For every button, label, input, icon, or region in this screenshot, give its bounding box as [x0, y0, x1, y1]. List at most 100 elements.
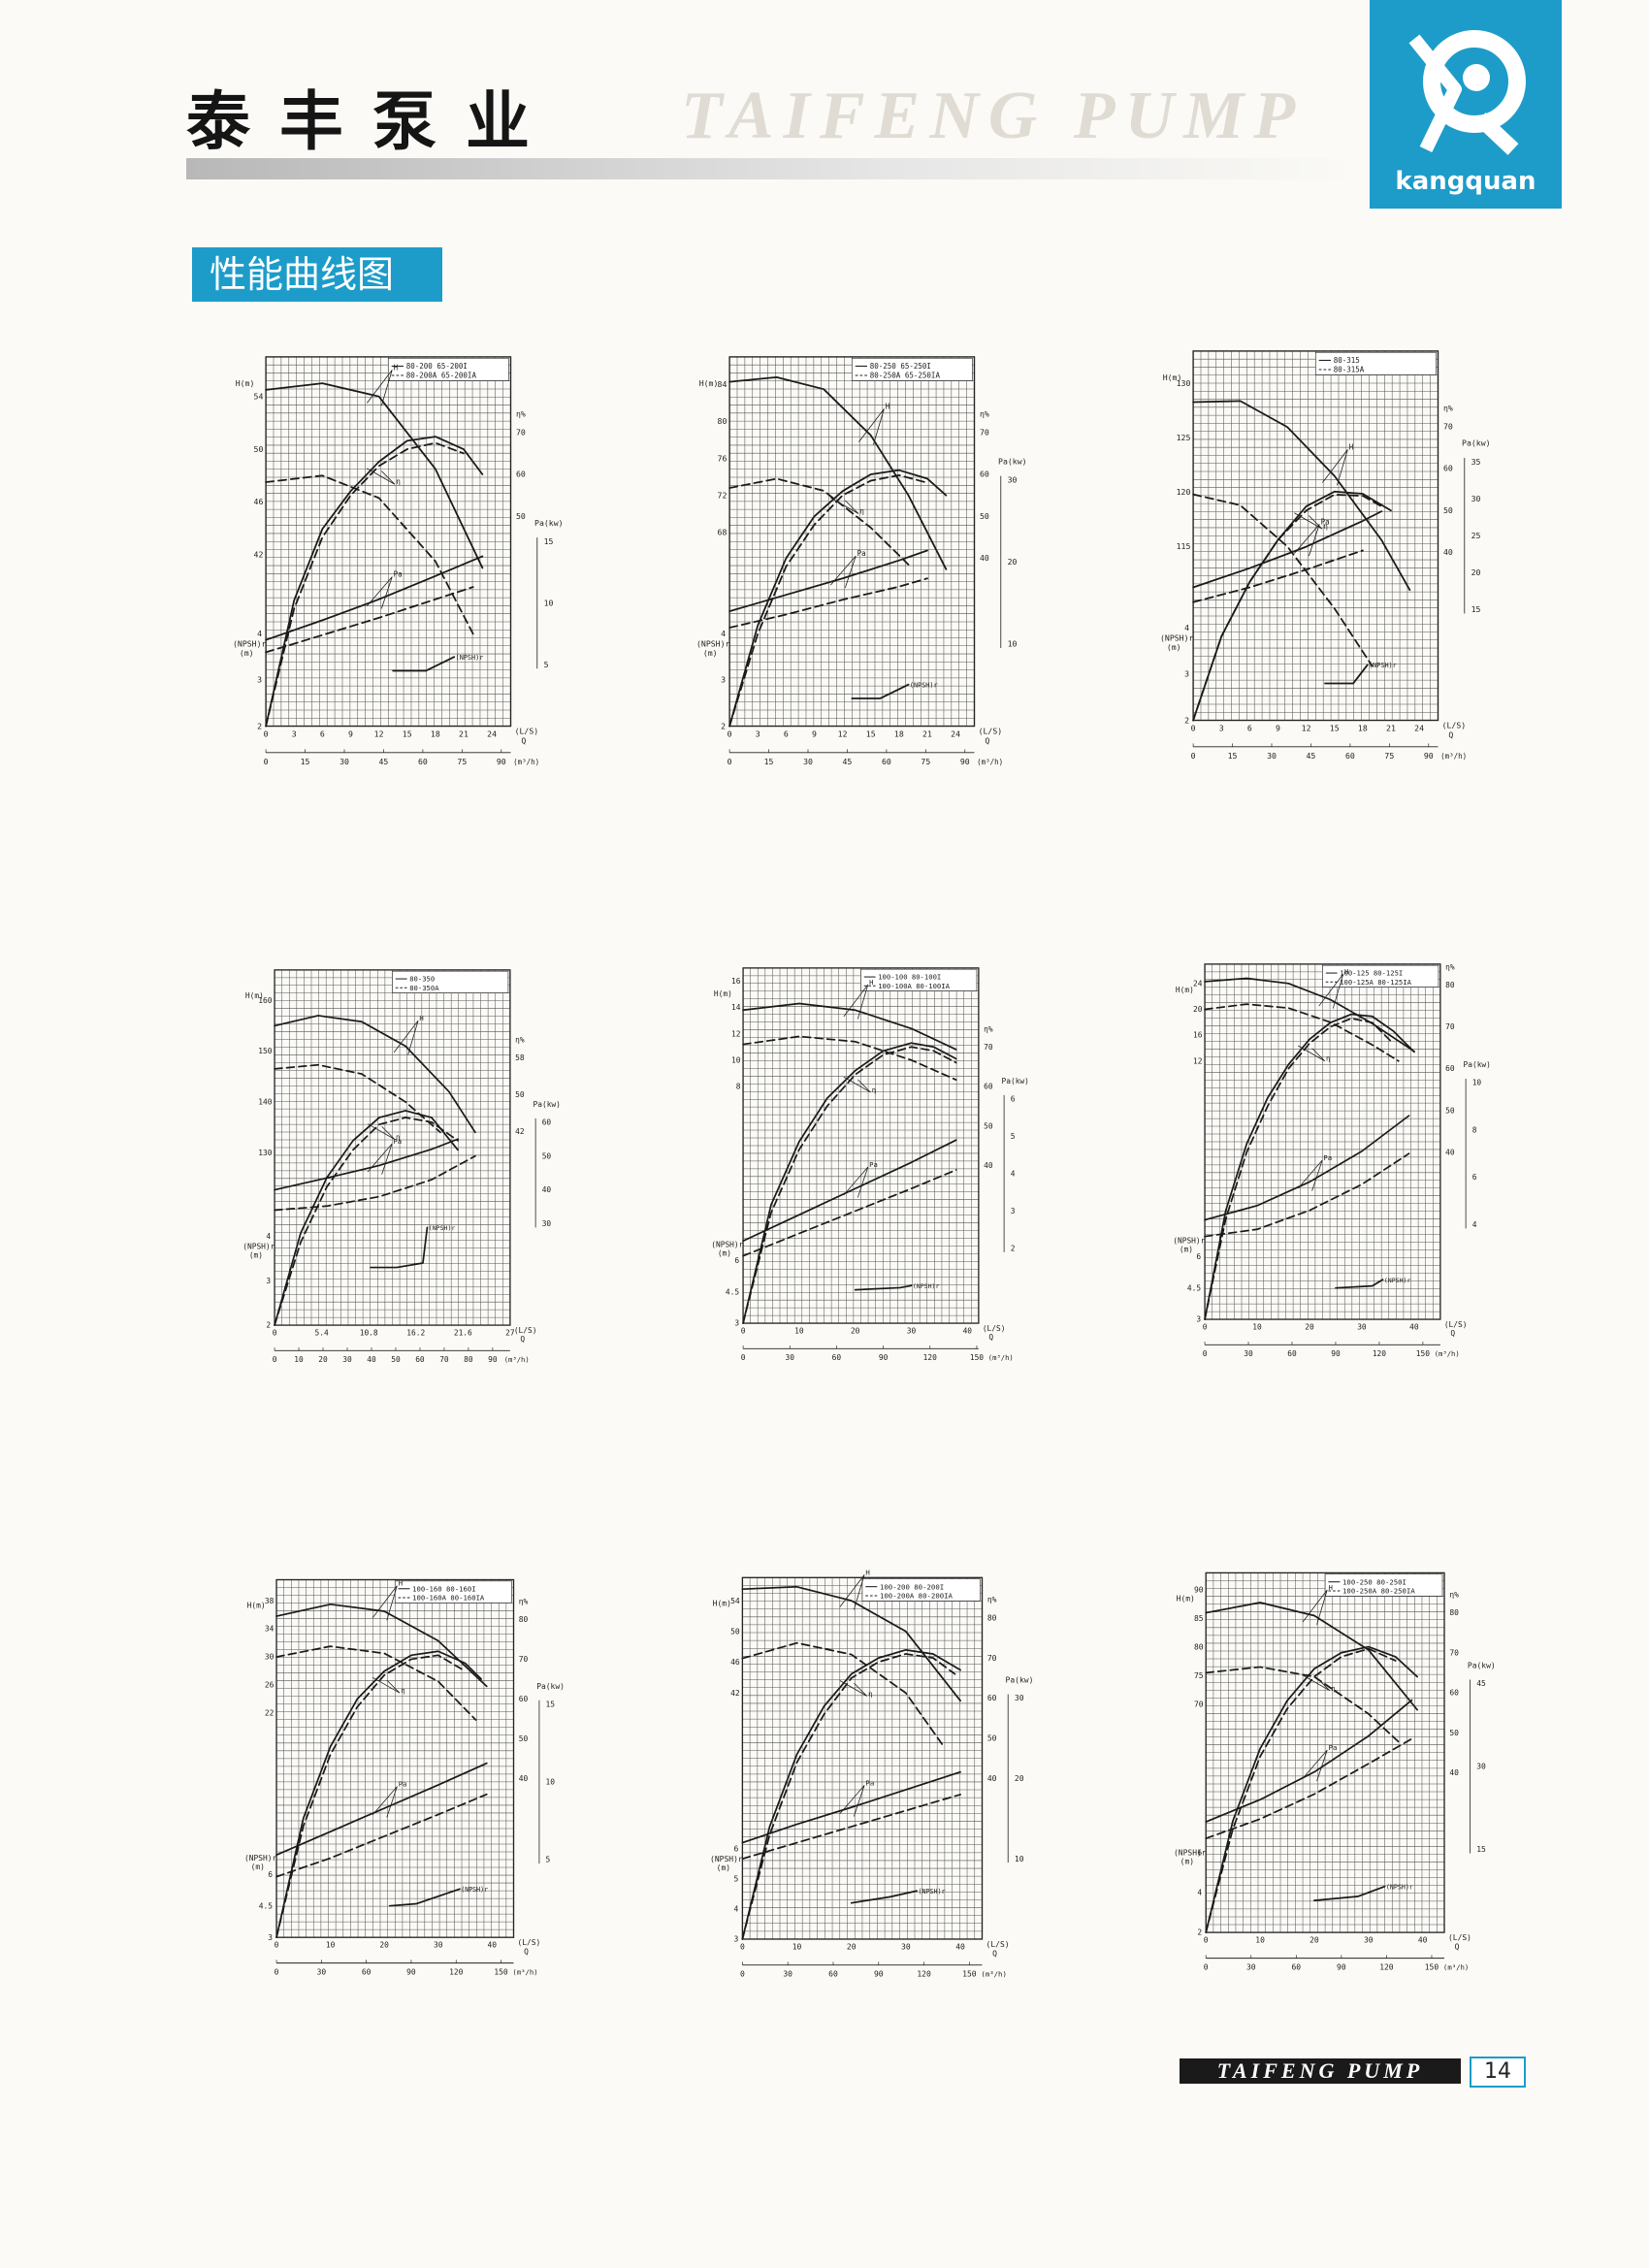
head-curve-tag: H: [1349, 442, 1354, 451]
flow-ls-tick-label: 21: [459, 729, 469, 738]
legend-label: 80-250 65-250I: [870, 362, 931, 371]
flow-axis-name: Q: [988, 1333, 993, 1342]
efficiency-curve-series-1: [274, 1110, 459, 1326]
npsh-tick-label: 6: [268, 1870, 273, 1879]
efficiency-curve-series-2: [1205, 1647, 1397, 1933]
power-axis-label: Pa(kw): [1002, 1077, 1029, 1085]
efficiency-curve-tag: η: [396, 477, 401, 486]
flow-m3h-tick-label: 0: [728, 757, 732, 766]
efficiency-curve-tag-leader: [1297, 1045, 1326, 1062]
flow-m3h-unit: (m³/h): [504, 1355, 530, 1364]
head-curve-tag: H: [399, 1579, 403, 1588]
head-curve-tag-leader: [1302, 1589, 1328, 1625]
npsh-tick-label: 3: [734, 1935, 739, 1944]
npsh-axis-label: (NPSH)r: [711, 1240, 743, 1248]
power-curve-series-2: [1192, 549, 1364, 603]
flow-ls-tick-label: 10: [326, 1941, 336, 1950]
legend-label: 100-250 80-250I: [1342, 1577, 1406, 1586]
flow-m3h-tick-label: 45: [843, 757, 853, 766]
flow-m3h-tick-label: 45: [1307, 751, 1316, 761]
npsh-tick-label: 3: [1184, 669, 1189, 679]
head-curve-series-2: [1204, 1003, 1400, 1062]
efficiency-tick-label: 70: [984, 1043, 993, 1052]
chart-grid: [728, 356, 975, 727]
head-tick-label: 34: [265, 1625, 275, 1634]
efficiency-tick-label: 80: [1449, 1608, 1459, 1617]
flow-m3h-tick-label: 90: [1337, 1963, 1346, 1972]
flow-m3h-tick-label: 30: [1246, 1963, 1256, 1972]
efficiency-curve-series-2: [728, 473, 928, 728]
power-axis-label: Pa(kw): [534, 1100, 561, 1109]
power-axis-label: Pa(kw): [998, 456, 1027, 466]
npsh-tick-label: 4: [1197, 1889, 1202, 1897]
flow-ls-tick-label: 12: [838, 729, 848, 738]
efficiency-tick-label: 60: [1443, 464, 1453, 473]
power-curve-tag-leader: [839, 1785, 865, 1817]
efficiency-curve-series-1: [265, 436, 484, 728]
flow-m3h-tick-label: 150: [962, 1970, 977, 1979]
header-gradient-bar: [186, 158, 1360, 179]
head-axis-label: H(m): [1176, 986, 1194, 994]
efficiency-curve-series-2: [1192, 493, 1383, 722]
plot-frame: [742, 967, 980, 1324]
power-curve-series-1: [1204, 1115, 1410, 1221]
head-curve-series-2: [728, 477, 910, 566]
head-tick-label: 75: [1194, 1671, 1204, 1680]
flow-m3h-tick-label: 60: [1287, 1349, 1297, 1358]
efficiency-curve-series-1: [741, 1648, 961, 1940]
efficiency-tick-label: 58: [515, 1053, 525, 1062]
head-axis-label: H(m): [247, 1602, 266, 1610]
npsh-curve-series-1: [1313, 1885, 1386, 1901]
flow-m3h-tick-label: 120: [917, 1970, 931, 1979]
flow-m3h-tick-label: 30: [342, 1355, 352, 1364]
flow-m3h-tick-label: 90: [406, 1968, 416, 1977]
flow-ls-tick-label: 30: [901, 1943, 911, 1952]
npsh-axis-unit: (m): [717, 1863, 730, 1872]
efficiency-tick-label: 60: [519, 1695, 529, 1703]
npsh-axis-unit: (m): [718, 1249, 731, 1258]
efficiency-tick-label: 70: [1445, 1022, 1455, 1031]
efficiency-curve-tag: η: [396, 1132, 400, 1141]
head-tick-label: 26: [265, 1681, 275, 1690]
legend-label: 80-315A: [1334, 366, 1365, 374]
npsh-tick-label: 4.5: [1187, 1283, 1201, 1292]
head-tick-label: 80: [1194, 1643, 1204, 1652]
efficiency-tick-label: 40: [980, 553, 989, 563]
power-tick-label: 10: [546, 1778, 556, 1787]
flow-ls-tick-label: 6: [320, 729, 325, 738]
flow-m3h-tick-label: 50: [391, 1355, 401, 1364]
flow-m3h-tick-label: 90: [488, 1355, 498, 1364]
efficiency-tick-label: 40: [987, 1774, 997, 1783]
power-curve-tag-leader: [372, 1786, 398, 1818]
power-tick-label: 10: [1472, 1079, 1482, 1087]
flow-m3h-tick-label: 60: [418, 757, 428, 766]
flow-ls-tick-label: 0: [740, 1943, 745, 1952]
npsh-tick-label: 4: [734, 1905, 739, 1914]
legend-label: 80-200 65-200I: [406, 362, 468, 371]
flow-m3h-tick-label: 150: [494, 1968, 508, 1977]
legend-box: [387, 357, 509, 381]
head-curve-tag: H: [1329, 1583, 1333, 1592]
head-curve-tag: H: [419, 1014, 423, 1022]
power-curve-tag: Pa: [393, 1137, 402, 1146]
flow-ls-unit: (L/S): [1448, 1933, 1471, 1942]
npsh-tick-label: 4: [1184, 623, 1189, 632]
npsh-tick-label: 3: [721, 675, 726, 685]
head-curve-tag-leader: [366, 370, 393, 406]
head-curve-series-1: [742, 1002, 957, 1051]
npsh-curve-series-1: [1335, 1279, 1384, 1289]
flow-m3h-tick-label: 120: [1373, 1349, 1386, 1358]
head-tick-label: 14: [731, 1003, 741, 1012]
chart-grid: [1204, 963, 1441, 1320]
legend-label: 100-160A 80-160IA: [412, 1594, 485, 1603]
plot-frame: [1204, 963, 1441, 1320]
flow-m3h-tick-label: 150: [1416, 1349, 1430, 1358]
flow-m3h-tick-label: 75: [457, 757, 467, 766]
head-tick-label: 16: [731, 977, 741, 986]
power-curve-series-1: [275, 1762, 488, 1857]
legend-label: 100-100 80-100I: [878, 973, 941, 982]
power-curve-series-1: [728, 549, 928, 613]
flow-ls-tick-label: 0: [1203, 1323, 1208, 1332]
flow-m3h-tick-label: 30: [1244, 1349, 1253, 1358]
power-axis-label: Pa(kw): [534, 518, 564, 528]
